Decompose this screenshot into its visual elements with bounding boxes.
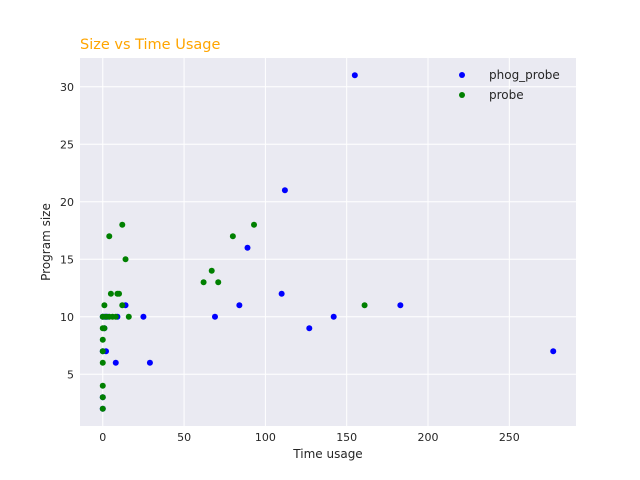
- data-point-probe: [99, 359, 106, 366]
- legend-marker-phog-probe: [459, 72, 465, 78]
- data-point-phog-probe: [236, 302, 243, 309]
- data-point-probe: [215, 279, 222, 286]
- y-tick-label: 30: [60, 81, 74, 94]
- data-point-probe: [116, 290, 123, 297]
- data-point-probe: [99, 336, 106, 343]
- data-point-phog-probe: [211, 313, 218, 320]
- y-tick-label: 20: [60, 196, 74, 209]
- y-axis-label: Program size: [39, 203, 53, 281]
- legend-label-probe: probe: [489, 88, 524, 102]
- data-point-probe: [125, 313, 132, 320]
- data-point-probe: [251, 221, 258, 228]
- data-point-probe: [119, 221, 126, 228]
- data-point-probe: [122, 256, 129, 263]
- data-point-probe: [208, 267, 215, 274]
- data-point-probe: [101, 325, 108, 332]
- data-point-probe: [101, 302, 108, 309]
- data-point-phog-probe: [146, 359, 153, 366]
- x-tick-label: 150: [336, 431, 357, 444]
- y-tick-label: 25: [60, 138, 74, 151]
- x-axis-label: Time usage: [292, 447, 362, 461]
- x-tick-label: 0: [99, 431, 106, 444]
- data-point-phog-probe: [244, 244, 251, 251]
- data-point-probe: [99, 382, 106, 389]
- y-tick-label: 10: [60, 311, 74, 324]
- x-tick-label: 50: [177, 431, 191, 444]
- legend-marker-probe: [459, 92, 465, 98]
- data-points: [99, 72, 557, 412]
- data-point-phog-probe: [278, 290, 285, 297]
- x-tick-label: 100: [255, 431, 276, 444]
- data-point-probe: [229, 233, 236, 240]
- data-point-probe: [119, 302, 126, 309]
- legend: phog_probe probe: [459, 68, 560, 102]
- data-point-probe: [112, 313, 119, 320]
- data-point-phog-probe: [351, 72, 358, 79]
- data-point-probe: [99, 405, 106, 412]
- data-point-probe: [99, 394, 106, 401]
- data-point-phog-probe: [112, 359, 119, 366]
- y-tick-label: 15: [60, 253, 74, 266]
- grid-lines: [80, 58, 576, 426]
- y-tick-label: 5: [67, 368, 74, 381]
- plot-area: [80, 58, 576, 426]
- data-point-phog-probe: [397, 302, 404, 309]
- data-point-phog-probe: [550, 348, 557, 355]
- x-tick-label: 250: [499, 431, 520, 444]
- data-point-probe: [200, 279, 207, 286]
- data-point-probe: [106, 233, 113, 240]
- data-point-phog-probe: [281, 187, 288, 194]
- data-point-phog-probe: [140, 313, 147, 320]
- data-point-phog-probe: [306, 325, 313, 332]
- data-point-probe: [107, 290, 114, 297]
- data-point-probe: [361, 302, 368, 309]
- data-point-probe: [99, 348, 106, 355]
- x-tick-label: 200: [418, 431, 439, 444]
- legend-label-phog-probe: phog_probe: [489, 68, 560, 82]
- tick-labels: 0 50 100 150 200 250 5 10 15 20 25 30: [60, 81, 520, 444]
- data-point-phog-probe: [330, 313, 337, 320]
- chart-title: Size vs Time Usage: [80, 37, 220, 53]
